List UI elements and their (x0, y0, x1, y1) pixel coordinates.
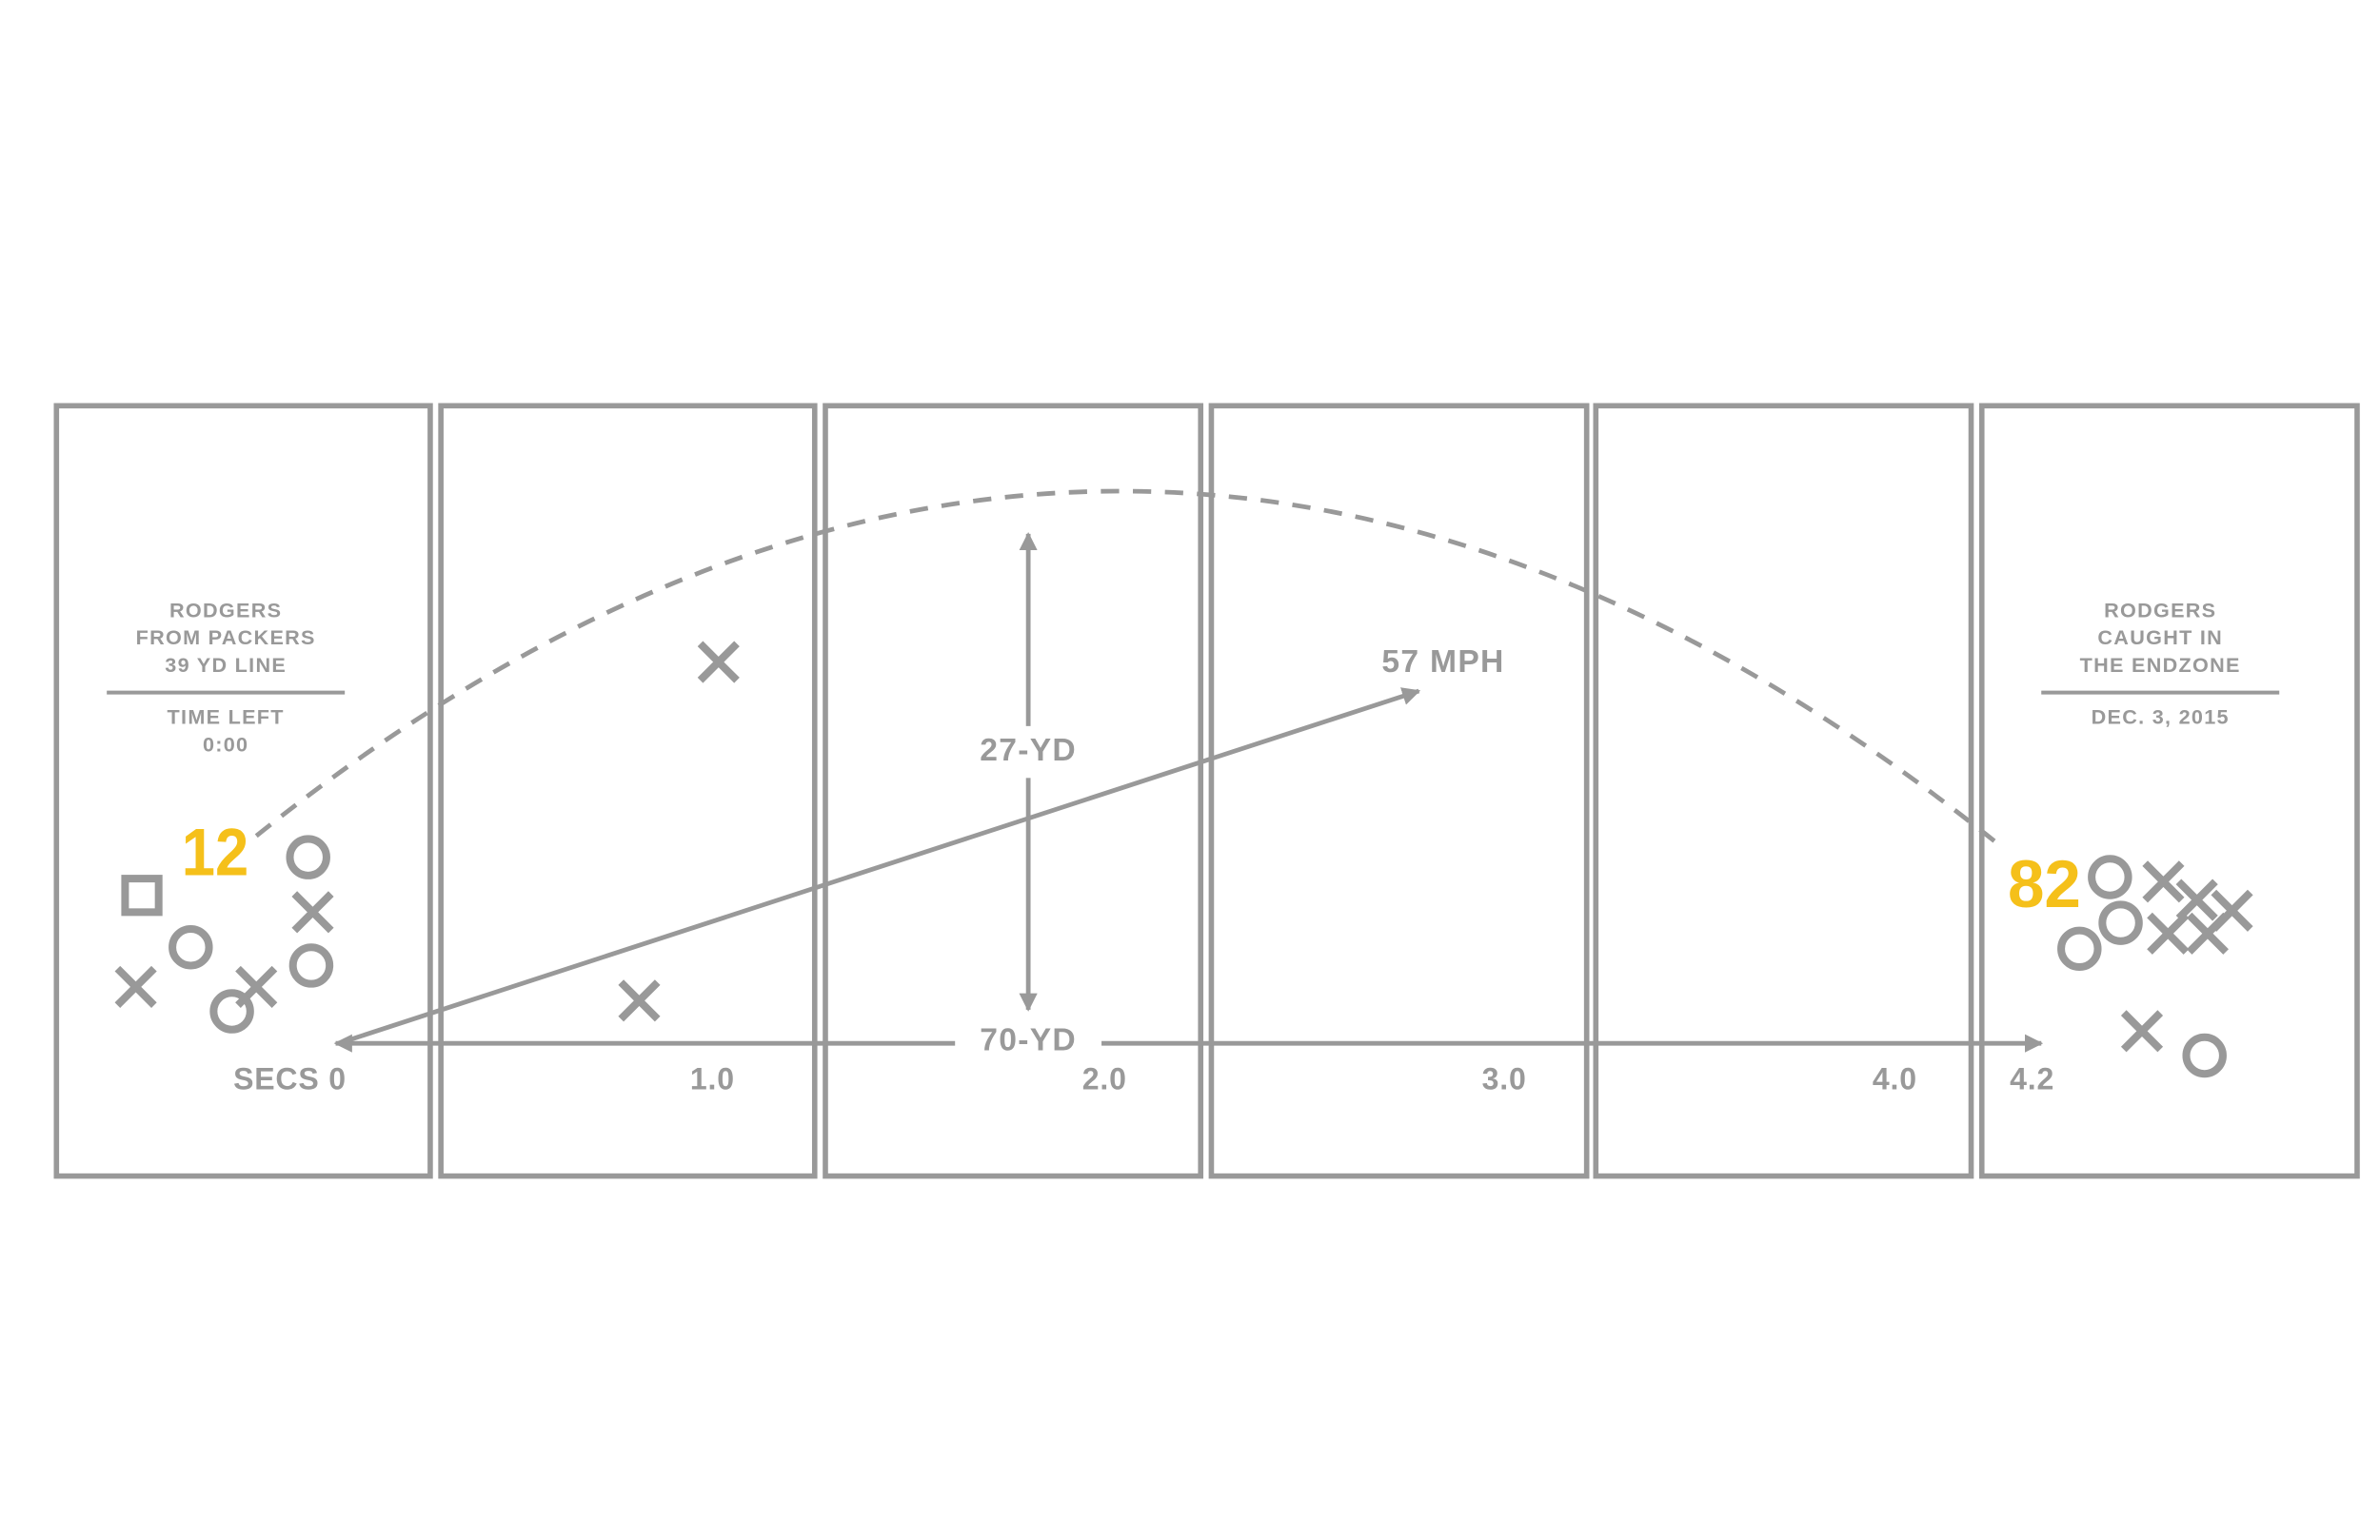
player-number: 12 (182, 814, 249, 889)
card-line: 39 YD LINE (165, 653, 287, 677)
time-label: 3.0 (1482, 1062, 1527, 1096)
card-line: CAUGHT IN (2097, 625, 2223, 649)
o-marker (209, 989, 254, 1034)
x-marker (2186, 912, 2229, 955)
offense (121, 835, 2227, 1078)
square-marker (121, 875, 163, 917)
o-marker (286, 835, 330, 879)
label-backdrop (955, 1018, 1102, 1065)
ball-trajectory (254, 488, 2005, 850)
x-marker (114, 965, 157, 1008)
card-line: RODGERS (169, 598, 282, 622)
card-line: RODGERS (2104, 598, 2216, 622)
panel (438, 403, 818, 1179)
card-line: 0:00 (203, 732, 248, 756)
o-marker (288, 943, 334, 988)
time-label: 4.2 (2010, 1062, 2054, 1096)
o-marker (2057, 926, 2102, 972)
panel (53, 403, 433, 1179)
panel (1593, 403, 1974, 1179)
height-label: 27-YD (980, 733, 1077, 768)
o-marker (169, 924, 213, 970)
x-marker (618, 979, 661, 1022)
o-marker (2088, 855, 2132, 899)
panel (1208, 403, 1590, 1179)
x-marker (291, 891, 334, 934)
panel (823, 403, 1204, 1179)
card-line: FROM PACKERS (136, 625, 316, 649)
x-marker (2142, 860, 2185, 903)
label-backdrop (955, 725, 1102, 779)
x-marker (2120, 1010, 2164, 1053)
card-line: DEC. 3, 2015 (2092, 705, 2230, 729)
player-number: 82 (2008, 846, 2081, 921)
defenders (114, 641, 2253, 1053)
card-line: THE ENDZONE (2080, 653, 2241, 677)
x-marker (697, 641, 740, 683)
o-marker (2182, 1033, 2227, 1078)
speed-arrow (338, 687, 1421, 1046)
panel (1978, 403, 2360, 1179)
o-marker (2098, 900, 2143, 945)
time-label: 1.0 (690, 1062, 735, 1096)
speed-label: 57 MPH (1381, 644, 1504, 680)
x-marker (2147, 912, 2190, 955)
panels (53, 403, 2360, 1179)
x-marker (2175, 879, 2218, 921)
card-line: TIME LEFT (168, 705, 285, 729)
time-label: SECS 0 (233, 1062, 347, 1096)
time-label: 2.0 (1082, 1062, 1127, 1096)
distance-label: 70-YD (980, 1022, 1077, 1057)
time-label: 4.0 (1873, 1062, 1917, 1096)
